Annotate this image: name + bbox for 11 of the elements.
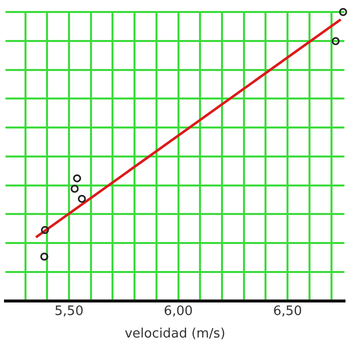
point [78,194,86,203]
x-tick-label: 6,50 [273,304,302,319]
point [40,252,48,261]
point [339,8,348,16]
point [40,226,49,234]
point [73,174,82,182]
point [70,184,79,193]
x-tick-label: 6,00 [164,304,193,319]
point [332,37,340,46]
x-axis-title: velocidad (m/s) [124,326,226,342]
x-tick-label: 5,50 [54,304,84,319]
